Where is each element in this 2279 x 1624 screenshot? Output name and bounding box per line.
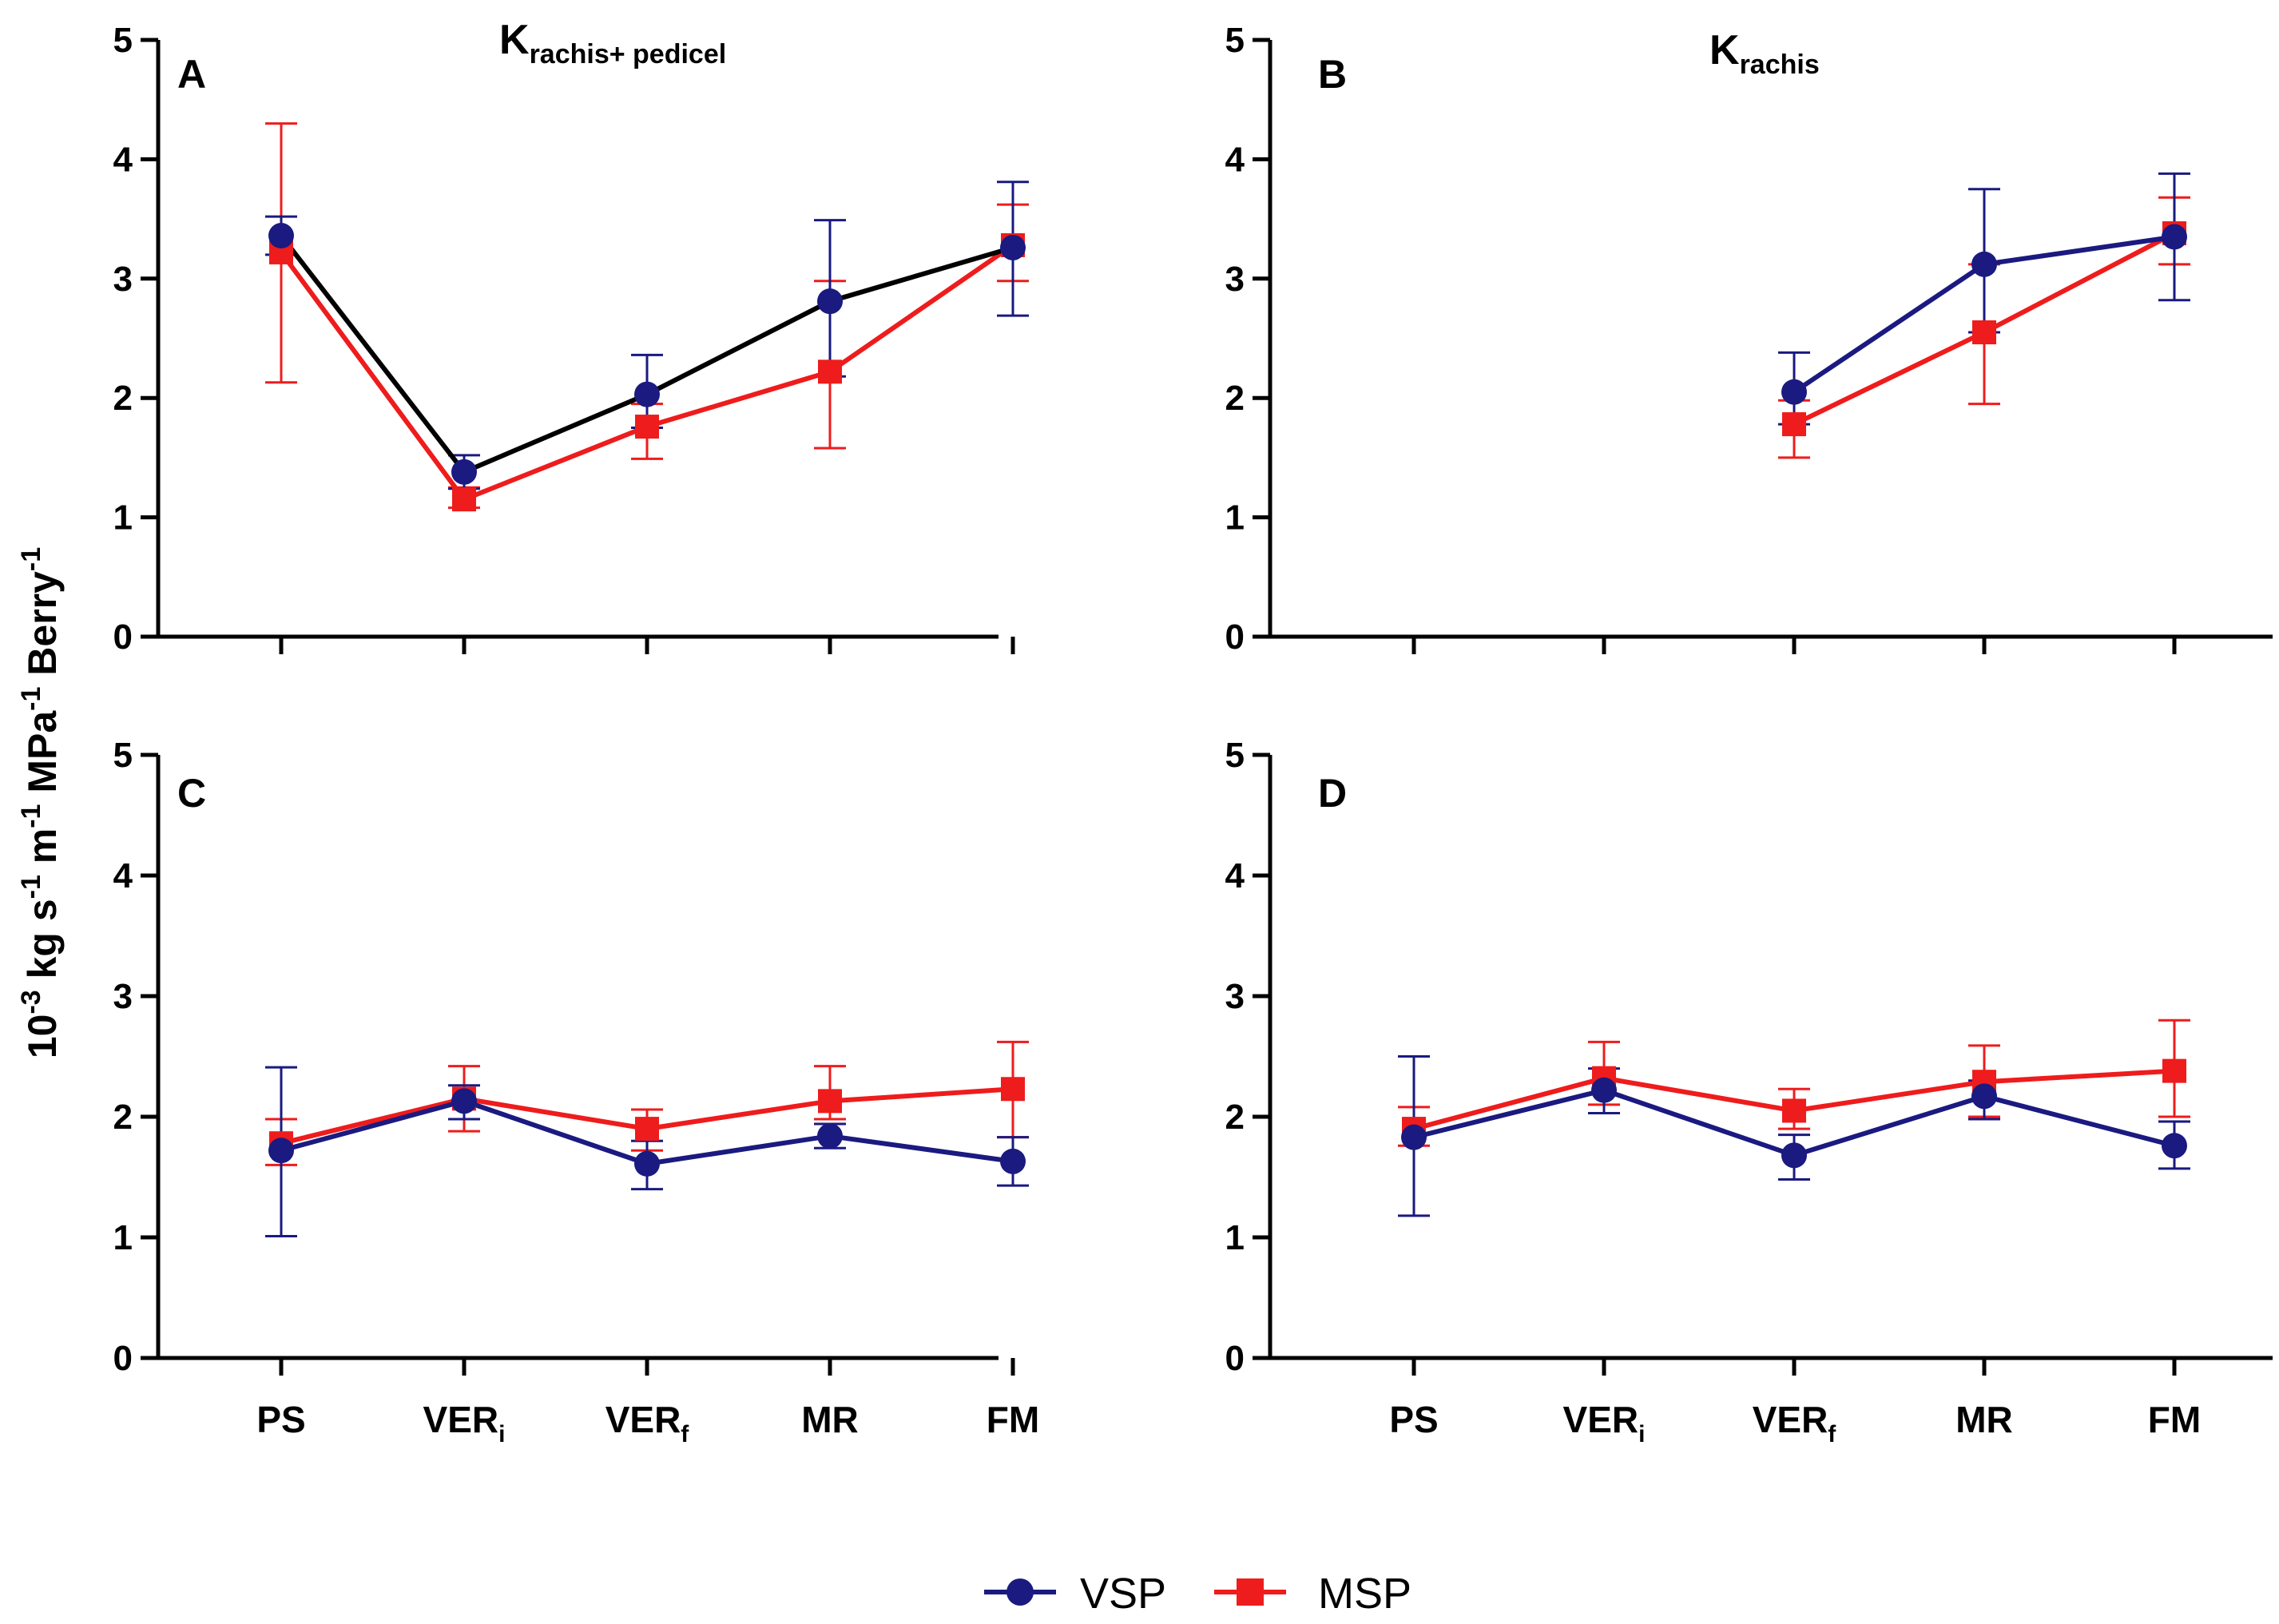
panel-b-vsp-point — [1781, 379, 1807, 405]
panel-c-msp-point — [1001, 1077, 1025, 1102]
legend-vsp-label: VSP — [1080, 1570, 1166, 1618]
panel-b-letter: B — [1318, 52, 1347, 97]
panel-a-vsp-point — [268, 223, 294, 249]
legend-msp-marker — [1237, 1578, 1264, 1606]
panel-b-y-tick-label: 1 — [1225, 498, 1245, 538]
panel-c-vsp-point — [634, 1150, 660, 1177]
panel-d-x-tick-label: PS — [1389, 1399, 1438, 1440]
panel-c-y-tick-label: 5 — [113, 736, 133, 775]
panel-d: 0 1 2 3 4 5 PS VERi VERf MR FM D — [1225, 736, 2273, 1447]
panel-b-msp-point — [1782, 412, 1806, 437]
panel-c-y-tick-label: 2 — [113, 1098, 133, 1137]
panel-a-msp-point — [818, 359, 842, 384]
panel-c-letter: C — [177, 771, 206, 816]
panel-c-y-tick-label: 3 — [113, 977, 133, 1016]
panel-c-y-tick-label: 0 — [113, 1339, 133, 1378]
panel-d-vsp-point — [1781, 1142, 1807, 1169]
panel-a-y-tick-label: 4 — [113, 140, 133, 179]
panel-a-letter: A — [177, 52, 206, 97]
panel-d-x-tick-label: VERf — [1753, 1399, 1837, 1447]
panel-b: 0 1 2 3 4 5 B — [1225, 21, 2273, 657]
panel-a-msp-point — [452, 487, 476, 512]
panel-a-y-tick-label: 3 — [113, 260, 133, 299]
panel-a-y-tick-label: 5 — [113, 21, 133, 60]
panel-c-msp-point — [635, 1117, 659, 1142]
panel-a: 0 1 2 3 4 5 A — [113, 21, 1029, 657]
panel-d-x-tick-label: VERi — [1563, 1399, 1646, 1447]
panel-c-vsp-point — [1000, 1148, 1026, 1174]
panel-c-y-tick-label: 4 — [113, 856, 133, 895]
panel-b-y-tick-label: 2 — [1225, 379, 1245, 418]
panel-b-y-tick-label: 0 — [1225, 617, 1245, 657]
panel-b-vsp-point — [1971, 251, 1997, 277]
panel-c-y-tick-label: 1 — [113, 1218, 133, 1257]
panel-a-y-tick-label: 2 — [113, 379, 133, 418]
panel-c-x-tick-label: VERi — [423, 1399, 506, 1447]
panel-c: 0 1 2 3 4 5 PS VERi VERf MR FM C — [113, 736, 1040, 1447]
panel-d-x-tick-label: MR — [1955, 1399, 2013, 1440]
panel-b-y-tick-label: 4 — [1225, 140, 1245, 179]
panel-a-vsp-point — [634, 381, 660, 407]
panel-d-vsp-point — [1971, 1083, 1997, 1110]
legend: VSP MSP — [984, 1570, 1411, 1618]
panel-b-vsp-point — [2162, 224, 2187, 250]
panel-d-y-tick-label: 0 — [1225, 1339, 1245, 1378]
panel-c-vsp-point — [817, 1123, 843, 1150]
panel-b-msp-point — [1972, 320, 1996, 345]
panel-d-y-tick-label: 4 — [1225, 856, 1245, 895]
panel-a-msp-point — [635, 415, 659, 439]
panel-a-vsp-point — [1000, 234, 1026, 260]
panel-d-y-tick-label: 1 — [1225, 1218, 1245, 1257]
panel-d-letter: D — [1318, 771, 1347, 816]
panel-c-x-tick-label: FM — [987, 1399, 1039, 1440]
panel-d-vsp-point — [1401, 1124, 1427, 1150]
panel-c-x-tick-label: VERf — [605, 1399, 690, 1447]
panel-b-y-tick-label: 5 — [1225, 21, 1245, 60]
panel-c-vsp-point — [451, 1088, 477, 1114]
panel-c-msp-point — [818, 1089, 842, 1114]
panel-a-vsp-point — [817, 288, 843, 315]
panel-a-vsp-point — [451, 459, 477, 485]
panel-b-title: Krachis — [1709, 27, 1820, 80]
panel-d-vsp-point — [2162, 1133, 2187, 1159]
panel-c-vsp-point — [268, 1138, 294, 1164]
panel-d-y-tick-label: 3 — [1225, 977, 1245, 1016]
panel-b-y-tick-label: 3 — [1225, 260, 1245, 299]
panel-d-msp-point — [2162, 1058, 2186, 1083]
legend-vsp-marker — [1006, 1578, 1034, 1606]
panel-d-vsp-point — [1591, 1077, 1617, 1103]
panel-d-msp-point — [1782, 1098, 1806, 1123]
y-axis-label: 10-3 kg s-1 m-1 MPa-1 Berry-1 — [16, 547, 65, 1058]
panel-d-y-tick-label: 2 — [1225, 1098, 1245, 1137]
panel-c-x-tick-label: PS — [256, 1399, 305, 1440]
panel-a-y-tick-label: 1 — [113, 498, 133, 538]
panel-d-x-tick-label: FM — [2148, 1399, 2201, 1440]
panel-a-y-tick-label: 0 — [113, 617, 133, 657]
panel-c-x-tick-label: MR — [801, 1399, 859, 1440]
panel-d-y-tick-label: 5 — [1225, 736, 1245, 775]
panel-a-title: Krachis+ pedicel — [499, 17, 726, 69]
legend-msp-label: MSP — [1318, 1570, 1411, 1618]
